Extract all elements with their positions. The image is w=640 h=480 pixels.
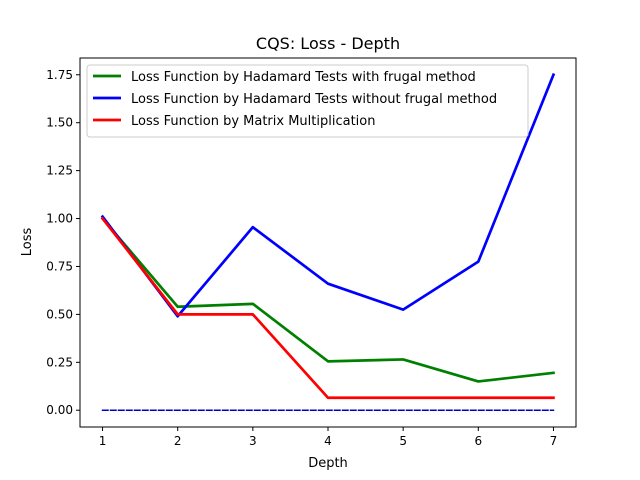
y-axis-label: Loss: [20, 228, 35, 257]
x-tick-label: 6: [474, 434, 482, 448]
y-tick-label: 0.25: [46, 355, 73, 369]
x-tick-label: 1: [99, 434, 107, 448]
y-tick-label: 1.75: [46, 68, 73, 82]
y-tick-label: 0.50: [46, 307, 73, 321]
series-line-1: [100, 216, 555, 383]
y-axis-ticks: 0.00 0.25 0.50 0.75 1.00 1.25 1.50 1.75: [46, 68, 80, 417]
x-tick-label: 3: [249, 434, 257, 448]
x-axis-label: Depth: [308, 456, 348, 471]
legend-entry-1: Loss Function by Hadamard Tests with fru…: [131, 70, 476, 85]
x-tick-label: 4: [324, 434, 332, 448]
legend: Loss Function by Hadamard Tests with fru…: [86, 64, 529, 138]
y-tick-label: 1.25: [46, 164, 73, 178]
x-tick-label: 7: [550, 434, 558, 448]
series-layer: [100, 73, 556, 411]
chart-title: CQS: Loss - Depth: [256, 34, 400, 53]
y-tick-label: 0.00: [46, 403, 73, 417]
y-tick-label: 0.75: [46, 259, 73, 273]
x-tick-label: 2: [174, 434, 182, 448]
series-line-3: [100, 216, 555, 400]
legend-box: [86, 64, 529, 138]
x-axis-ticks: 1 2 3 4 5 6 7: [99, 427, 558, 448]
legend-entry-3: Loss Function by Matrix Multiplication: [131, 114, 375, 129]
legend-entry-2: Loss Function by Hadamard Tests without …: [131, 92, 497, 107]
x-tick-label: 5: [399, 434, 407, 448]
series-line-2: [100, 73, 556, 318]
y-tick-label: 1.00: [46, 212, 73, 226]
y-tick-label: 1.50: [46, 116, 73, 130]
